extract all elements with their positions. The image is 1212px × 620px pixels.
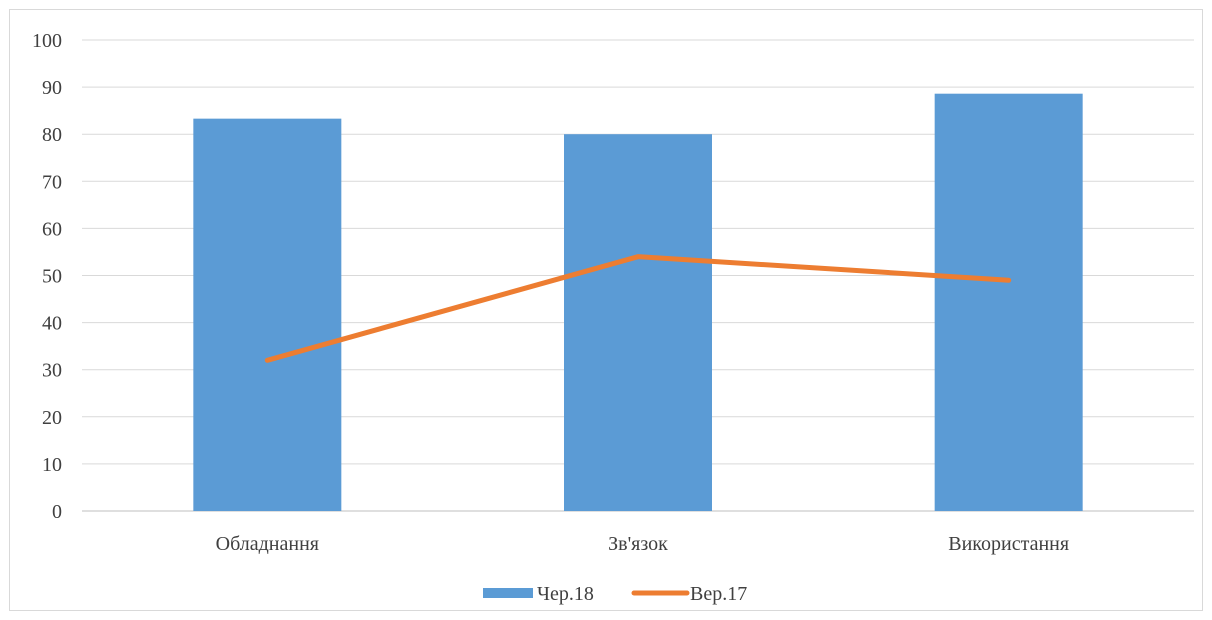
y-tick-label: 80 [42, 124, 62, 146]
y-tick-label: 40 [42, 313, 62, 335]
y-tick-label: 90 [42, 77, 62, 99]
y-tick-label: 100 [32, 30, 62, 52]
x-category-label: Використання [948, 533, 1069, 555]
y-tick-label: 70 [42, 171, 62, 193]
y-tick-label: 30 [42, 360, 62, 382]
bar [934, 93, 1083, 511]
bar [564, 134, 712, 511]
x-category-label: Обладнання [216, 533, 319, 555]
y-tick-label: 60 [42, 218, 62, 240]
legend-label: Вер.17 [690, 583, 747, 605]
line-series [264, 254, 1012, 363]
legend-label: Чер.18 [537, 583, 594, 605]
x-category-label: Зв'язок [608, 533, 668, 555]
legend-swatch-bar [483, 588, 533, 598]
bar-series [193, 93, 1083, 512]
y-axis-ticks: 0 10 20 30 40 50 60 70 80 90 100 [32, 30, 62, 523]
bar [193, 118, 342, 512]
y-tick-label: 0 [52, 501, 62, 523]
y-tick-label: 50 [42, 266, 62, 288]
x-axis-categories: Обладнання Зв'язок Використання [216, 533, 1069, 555]
legend: Чер.18 Вер.17 [483, 583, 747, 605]
y-tick-label: 20 [42, 407, 62, 429]
y-tick-label: 10 [42, 454, 62, 476]
